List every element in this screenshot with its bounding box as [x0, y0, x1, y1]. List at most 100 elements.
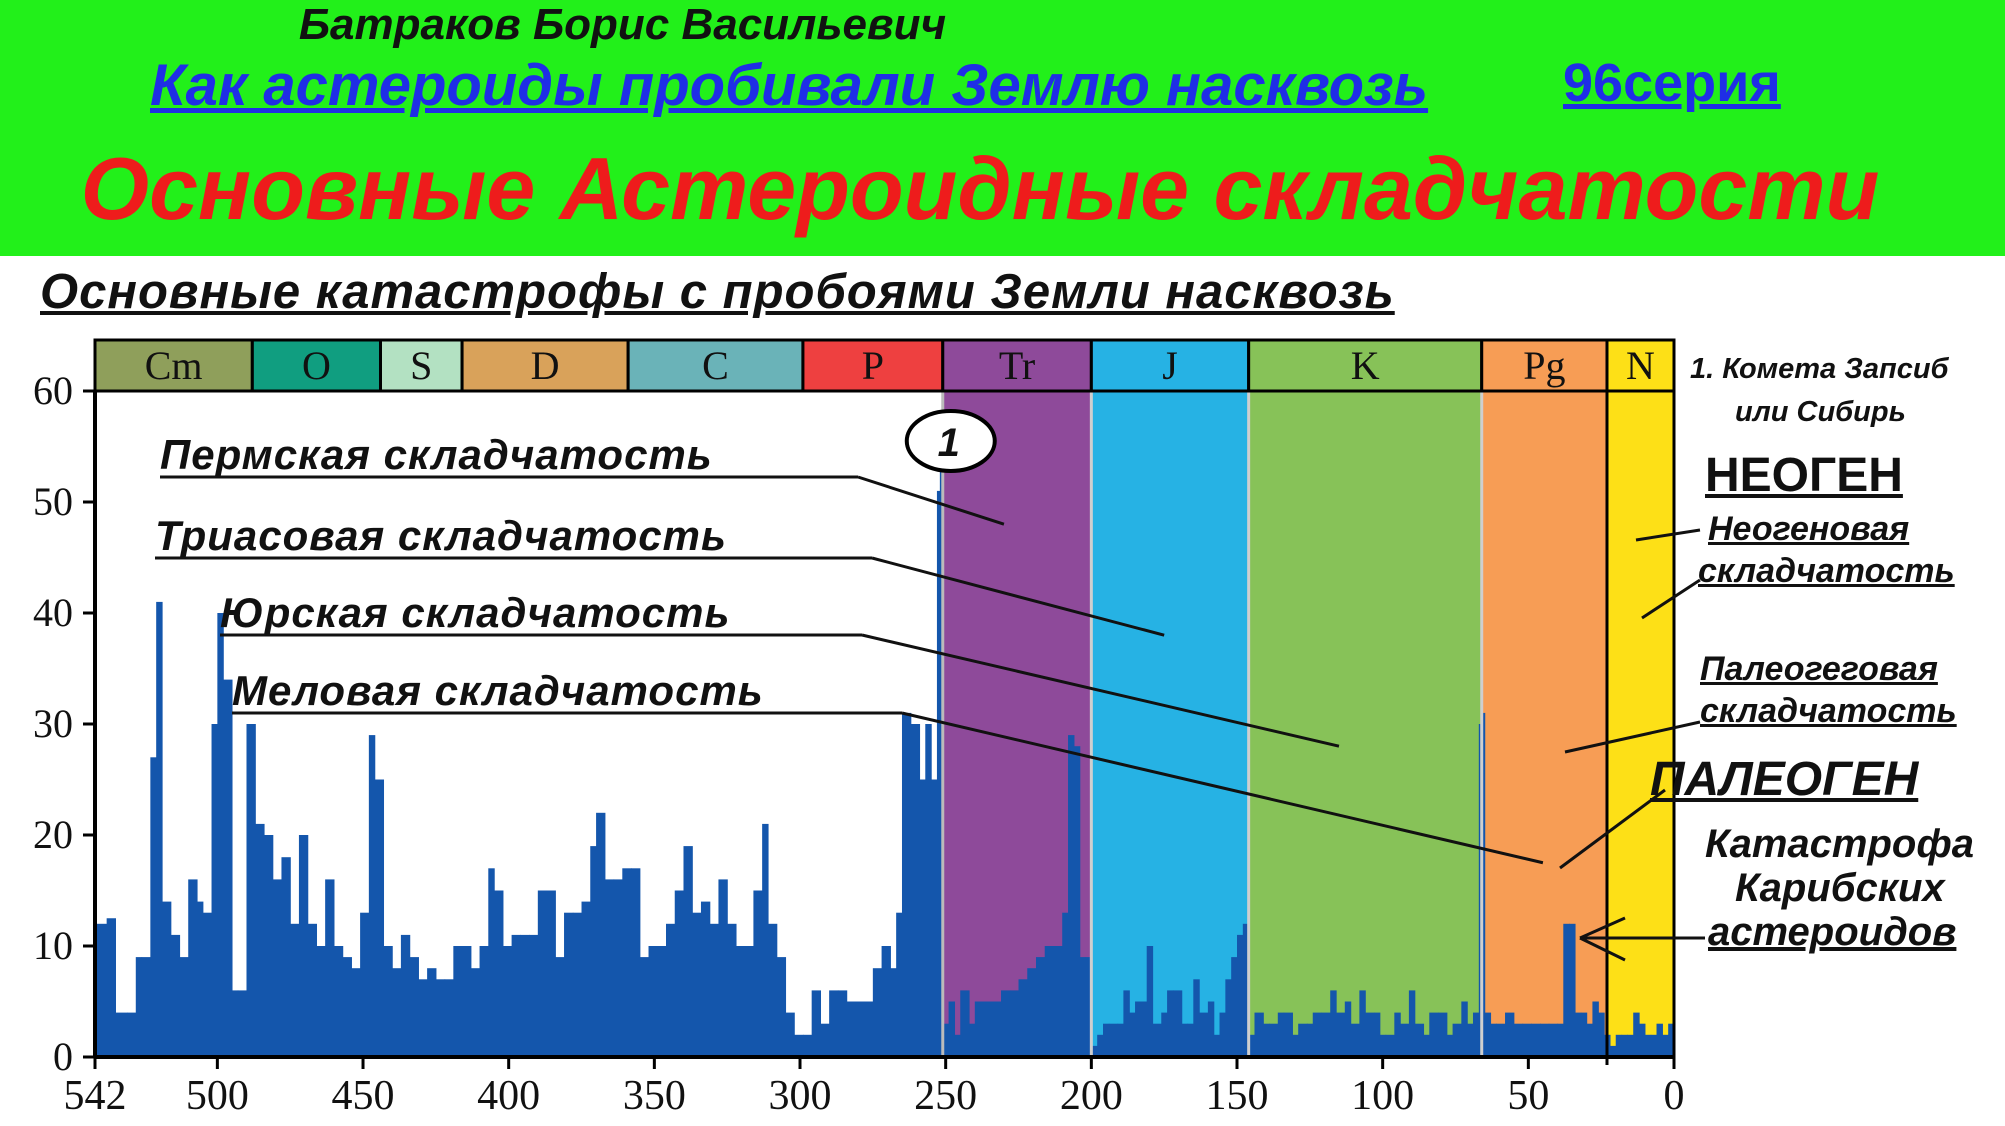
bar — [1117, 1023, 1124, 1057]
bar — [1187, 1023, 1194, 1057]
bar — [1321, 1012, 1331, 1057]
bar — [776, 957, 787, 1057]
period-label: Pg — [1523, 343, 1565, 388]
bar — [246, 724, 256, 1057]
bar — [1344, 1001, 1352, 1057]
bar — [1446, 1034, 1454, 1057]
bar — [1199, 1012, 1209, 1057]
period-highlight-3 — [1481, 391, 1607, 1057]
bar — [1586, 1023, 1594, 1057]
paleogene-folding-line1: Палеогеговая — [1700, 650, 1938, 688]
side-note-comet-line2: или Сибирь — [1735, 396, 1906, 428]
bar — [936, 490, 941, 1057]
bar — [470, 968, 481, 1057]
bar — [992, 1001, 1002, 1057]
bar — [1283, 1012, 1293, 1057]
annotation-label: Меловая складчатость — [232, 667, 764, 714]
bar — [767, 923, 778, 1057]
bar — [1359, 990, 1366, 1057]
annotation-leader-line — [861, 633, 1340, 748]
bar — [1496, 1023, 1506, 1057]
bar — [1467, 1023, 1474, 1057]
bar — [409, 957, 419, 1057]
bar — [1225, 979, 1232, 1057]
bar — [1123, 990, 1130, 1057]
y-tick-label: 30 — [33, 701, 73, 746]
bar — [1423, 1034, 1430, 1057]
y-tick-label: 20 — [33, 812, 73, 857]
bar — [1254, 1012, 1264, 1057]
bar — [1461, 1001, 1468, 1057]
bar — [383, 946, 393, 1057]
bar — [718, 879, 728, 1057]
bar — [196, 901, 204, 1057]
bar — [925, 724, 932, 1057]
neogene-heading: НЕОГЕН — [1705, 449, 1903, 502]
bar — [864, 1001, 874, 1057]
bar — [1574, 1012, 1582, 1057]
bar — [298, 835, 309, 1057]
bar — [316, 946, 326, 1057]
bar — [1365, 1012, 1375, 1057]
bar — [1394, 1012, 1401, 1057]
bar — [360, 912, 370, 1057]
bar — [333, 946, 344, 1057]
bar — [342, 957, 352, 1057]
bar — [657, 946, 667, 1057]
period-label: P — [862, 343, 884, 388]
bar — [1091, 1045, 1098, 1057]
bar — [666, 923, 676, 1057]
bar — [1580, 1012, 1588, 1057]
bar — [683, 846, 693, 1057]
bar — [179, 957, 189, 1057]
bar — [427, 968, 437, 1057]
bar — [555, 957, 565, 1057]
period-highlight-2 — [1248, 391, 1482, 1057]
bar — [1172, 990, 1183, 1057]
x-tick-label: 250 — [914, 1073, 977, 1119]
side-note-comet-line1: 1. Комета Запсиб — [1690, 353, 1949, 385]
episode-link[interactable]: 96серия — [1563, 53, 1781, 113]
bar — [1146, 946, 1154, 1057]
period-cell-Tr — [941, 338, 1093, 393]
annotation-leader-line — [857, 475, 1005, 526]
bar — [1231, 957, 1238, 1057]
bar — [1009, 990, 1020, 1057]
bar — [494, 890, 504, 1057]
author-name: Батраков Борис Васильевич — [298, 0, 947, 49]
event-marker-label: 1 — [938, 421, 960, 465]
bar — [231, 990, 239, 1057]
y-tick-label: 40 — [33, 590, 73, 635]
series-title-link[interactable]: Как астероиды пробивали Землю насквозь — [150, 53, 1429, 118]
bar — [910, 724, 921, 1057]
bar — [141, 957, 151, 1057]
bar — [1668, 1023, 1675, 1057]
caribbean-line2: Карибских — [1735, 866, 1945, 910]
period-cell-D — [460, 338, 630, 393]
bar — [237, 990, 248, 1057]
bar — [785, 1012, 795, 1057]
bar — [1108, 1023, 1119, 1057]
bar — [1598, 1012, 1605, 1057]
bar — [896, 912, 903, 1057]
x-tick-label: 450 — [332, 1073, 395, 1119]
bar — [811, 990, 822, 1057]
period-label: D — [531, 343, 560, 388]
bar — [855, 1001, 865, 1057]
bar — [255, 823, 265, 1057]
bar — [564, 912, 574, 1057]
bar — [1035, 957, 1046, 1057]
bar — [631, 868, 641, 1057]
bar — [202, 912, 213, 1057]
bar — [890, 968, 897, 1057]
bar — [1505, 1012, 1515, 1057]
bar — [604, 879, 615, 1057]
bar — [1001, 990, 1011, 1057]
period-label: Tr — [999, 343, 1035, 388]
bar — [1277, 1012, 1285, 1057]
bar — [727, 923, 737, 1057]
bar — [546, 890, 556, 1057]
bar — [1539, 1023, 1550, 1057]
period-label: N — [1626, 343, 1655, 388]
